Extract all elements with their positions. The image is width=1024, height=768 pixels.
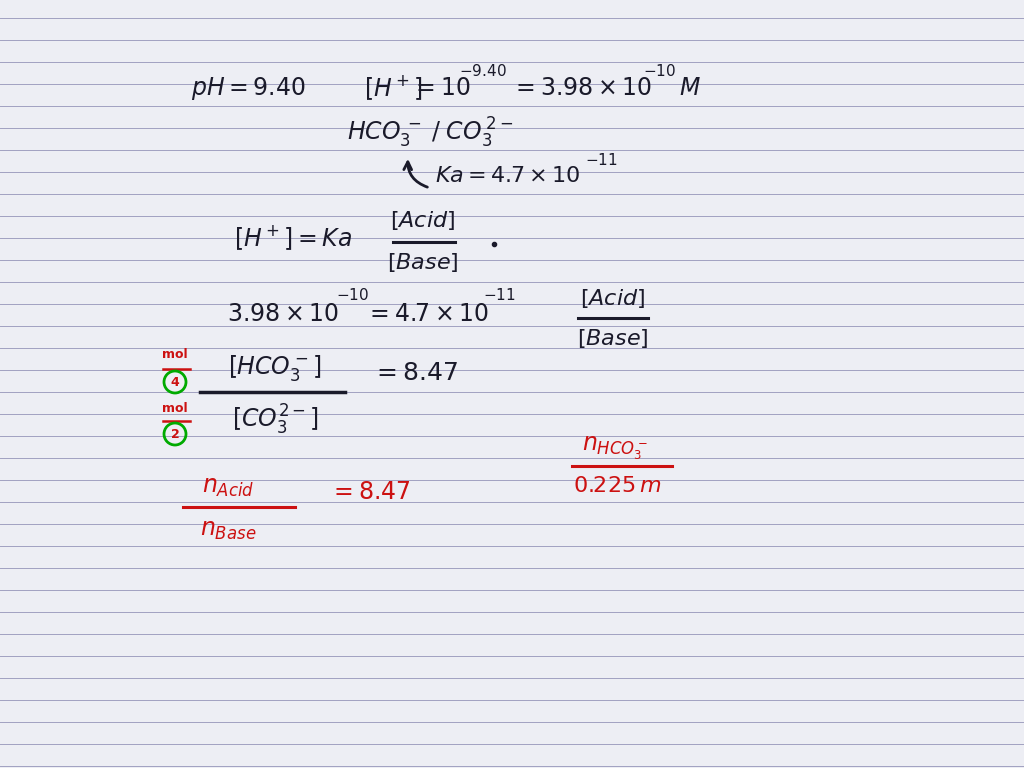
Text: $[Acid]$: $[Acid]$ [581,286,645,310]
Text: $= 4.7 \times 10$: $= 4.7 \times 10$ [365,302,489,326]
Text: $n_{Acid}$: $n_{Acid}$ [202,475,254,499]
Text: $[Base]$: $[Base]$ [578,326,649,349]
Text: $[H^+] = Ka$: $[H^+] = Ka$ [233,223,352,253]
Text: $[HCO_3^-]$: $[HCO_3^-]$ [228,353,322,383]
Text: $-11$: $-11$ [482,287,515,303]
Text: $M$: $M$ [679,76,700,100]
Text: mol: mol [162,402,187,415]
Text: $-11$: $-11$ [585,152,617,168]
Text: $[Base]$: $[Base]$ [387,250,459,273]
Text: $0.225\,m$: $0.225\,m$ [572,476,662,496]
Text: 2: 2 [171,428,179,441]
Text: $[CO_3^{2-}]$: $[CO_3^{2-}]$ [231,403,318,437]
Text: mol: mol [162,349,187,362]
Text: $HCO_3^{\,-} \;/\; CO_3^{\,2-}$: $HCO_3^{\,-} \;/\; CO_3^{\,2-}$ [347,116,513,150]
Text: $-9.40$: $-9.40$ [459,63,507,79]
Text: $Ka = 4.7 \times 10$: $Ka = 4.7 \times 10$ [435,166,581,186]
Text: $[Acid]$: $[Acid]$ [390,210,456,233]
Text: $-10$: $-10$ [643,63,677,79]
Text: $n_{HCO_3^-}$: $n_{HCO_3^-}$ [582,435,648,462]
Text: $[H^+]$: $[H^+]$ [364,74,423,102]
Text: 4: 4 [171,376,179,389]
Text: $= 8.47$: $= 8.47$ [372,361,458,385]
Text: $-10$: $-10$ [337,287,370,303]
Text: $pH = 9.40$: $pH = 9.40$ [190,74,305,101]
Text: $= 8.47$: $= 8.47$ [329,480,411,504]
FancyArrowPatch shape [403,162,427,187]
Text: $= 3.98 \times 10$: $= 3.98 \times 10$ [512,76,652,100]
Text: $= 10$: $= 10$ [412,76,471,100]
Text: $n_{Base}$: $n_{Base}$ [200,518,256,542]
Text: $3.98 \times 10$: $3.98 \times 10$ [227,302,339,326]
